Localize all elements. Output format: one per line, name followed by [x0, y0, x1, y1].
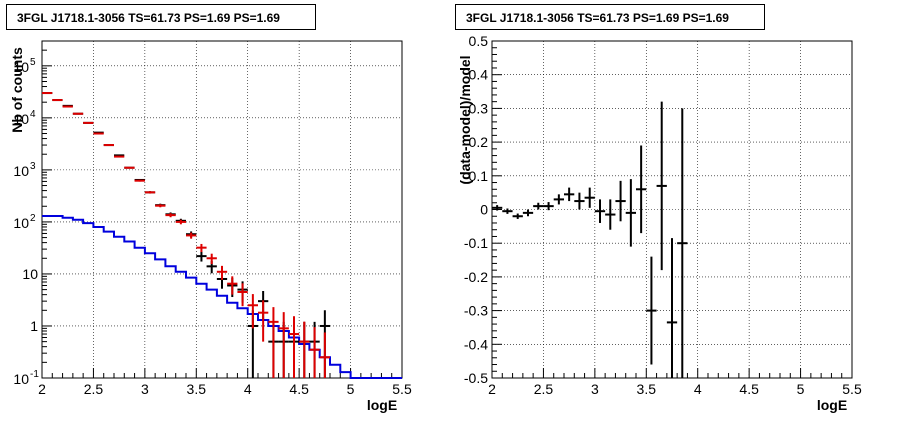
series-data-point	[196, 251, 207, 262]
y-tick-label-exponent: 2	[30, 213, 36, 224]
residual-point	[522, 209, 534, 217]
x-tick-label: 2.5	[534, 381, 554, 397]
y-tick-label-exponent: 5	[30, 57, 36, 68]
y-tick-label: 10	[13, 59, 29, 75]
x-tick-label: 3	[591, 381, 599, 397]
x-tick-label: 4	[244, 381, 252, 397]
x-tick-label: 3.5	[187, 381, 207, 397]
residual-point	[584, 187, 595, 208]
series-fit-point	[186, 232, 197, 239]
y-axis-title-left: Nb of counts	[9, 47, 25, 133]
residual-point	[564, 187, 575, 202]
series-fit-point	[258, 300, 269, 342]
x-tick-label: 2.5	[84, 381, 104, 397]
y-tick-label: 10	[13, 111, 29, 127]
series-fit-point	[114, 155, 125, 158]
series-fit-point	[124, 166, 135, 169]
residual-point	[615, 180, 626, 222]
y-tick-label: -0.3	[464, 303, 488, 319]
series-fit-point	[247, 294, 258, 329]
series-model-step	[42, 215, 402, 379]
y-tick-label: 10	[22, 266, 38, 282]
y-tick-label: 0.1	[469, 168, 489, 184]
x-tick-label: 4.5	[289, 381, 309, 397]
y-tick-label: 10	[13, 371, 29, 387]
residual-point	[492, 205, 503, 211]
series-fit-point	[278, 312, 289, 378]
series-fit-point	[268, 307, 279, 378]
y-tick-label-exponent: 4	[30, 109, 36, 120]
y-tick-label: -0.2	[464, 269, 488, 285]
x-tick-label: 3	[141, 381, 149, 397]
residual-point	[533, 202, 544, 210]
series-fit-point	[216, 265, 228, 280]
series-fit-point	[299, 321, 310, 378]
residual-point	[625, 179, 636, 247]
residual-point	[574, 192, 585, 210]
x-tick-label: 4	[694, 381, 702, 397]
x-tick-label: 5	[797, 381, 805, 397]
y-tick-label-exponent: 3	[30, 161, 36, 172]
series-fit-point	[93, 132, 104, 135]
x-tick-label: 2	[38, 381, 46, 397]
x-tick-label: 5.5	[842, 381, 862, 397]
y-tick-label: 0.3	[469, 100, 489, 116]
residual-point	[553, 194, 564, 205]
y-tick-label: 0.4	[469, 67, 489, 83]
series-fit-point	[319, 332, 330, 378]
x-axis-title-right: logE	[817, 397, 847, 413]
residual-point	[636, 145, 647, 234]
y-tick-label: 0.2	[469, 134, 489, 150]
series-fit-point	[134, 179, 145, 182]
residual-point	[677, 108, 688, 378]
residual-point	[512, 213, 523, 219]
x-tick-label: 4.5	[739, 381, 759, 397]
x-tick-label: 2	[488, 381, 496, 397]
y-tick-label: -0.5	[464, 370, 488, 386]
chart-title-left: 3FGL J1718.1-3056 TS=61.73 PS=1.69 PS=1.…	[6, 4, 316, 30]
y-tick-label: 0	[480, 202, 488, 218]
series-fit-point	[175, 219, 186, 225]
series-fit-point	[196, 243, 207, 253]
residual-point	[605, 199, 616, 230]
y-tick-label: 1	[30, 318, 38, 334]
series-fit-point	[309, 327, 320, 378]
y-tick-label: 10	[13, 215, 29, 231]
x-tick-label: 5	[347, 381, 355, 397]
residual-point	[666, 238, 678, 378]
series-fit-point	[155, 204, 166, 208]
residual-point	[646, 256, 657, 365]
series-fit-point	[103, 144, 114, 147]
residual-point	[502, 208, 513, 214]
x-tick-label: 5.5	[392, 381, 412, 397]
y-tick-label-exponent: -1	[30, 369, 39, 380]
y-tick-label: -0.1	[464, 235, 488, 251]
series-fit-point	[83, 121, 94, 124]
series-fit-point	[206, 253, 217, 265]
x-tick-label: 3.5	[637, 381, 657, 397]
chart-title-right: 3FGL J1718.1-3056 TS=61.73 PS=1.69 PS=1.…	[455, 4, 765, 30]
series-fit-point	[144, 191, 156, 194]
series-fit-point	[227, 276, 238, 295]
series-fit-point	[165, 213, 176, 218]
y-axis-title-right: (data-model)/model	[457, 55, 473, 184]
residual-point	[594, 199, 606, 223]
y-tick-label: -0.4	[464, 336, 488, 352]
series-fit-point	[237, 283, 248, 307]
y-tick-label: 10	[13, 163, 29, 179]
residual-point	[656, 101, 667, 271]
plot-frame-left	[41, 40, 403, 379]
residual-point	[543, 202, 554, 211]
series-fit-point	[288, 316, 300, 378]
x-axis-title-left: logE	[367, 397, 397, 413]
y-tick-label: 0.5	[469, 33, 489, 49]
